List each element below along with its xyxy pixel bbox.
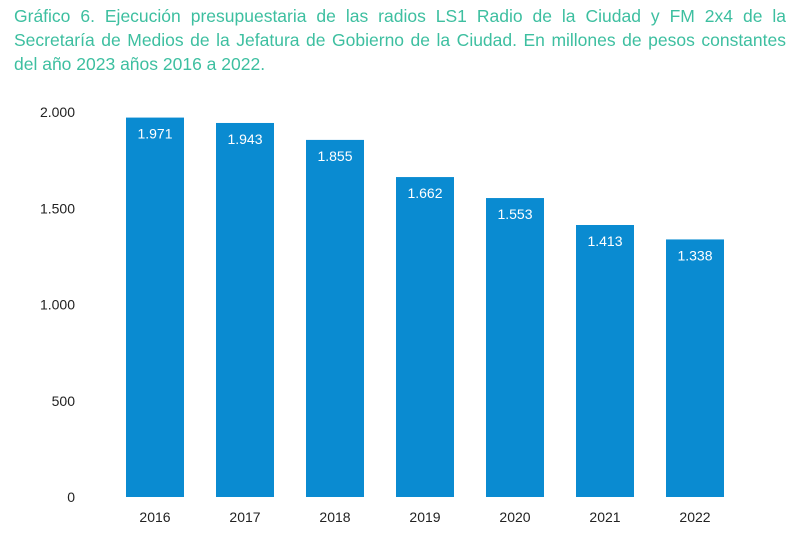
- x-tick-label-2020: 2020: [499, 509, 530, 525]
- data-label-2022: 1.338: [677, 247, 712, 263]
- data-label-2021: 1.413: [587, 233, 622, 249]
- data-label-2018: 1.855: [317, 148, 352, 164]
- y-tick-label: 0: [67, 489, 75, 505]
- y-tick-label: 1.000: [40, 297, 75, 313]
- bar-2019: [396, 177, 454, 497]
- data-label-2020: 1.553: [497, 206, 532, 222]
- data-label-2017: 1.943: [227, 131, 262, 147]
- bar-2022: [666, 239, 724, 497]
- bar-2017: [216, 122, 274, 497]
- x-tick-label-2018: 2018: [319, 509, 350, 525]
- x-axis: 2016 2017 2018 2019 2020 2021 2022: [139, 509, 710, 525]
- bar-2016: [126, 117, 184, 498]
- data-label-2019: 1.662: [407, 185, 442, 201]
- x-tick-label-2021: 2021: [589, 509, 620, 525]
- y-axis: 0 500 1.000 1.500 2.000: [40, 104, 75, 505]
- data-labels: 1.971 1.943 1.855 1.662 1.553 1.413 1.338: [137, 126, 712, 264]
- y-tick-label: 1.500: [40, 200, 75, 216]
- bar-2020: [486, 198, 544, 498]
- bar-2021: [576, 224, 634, 497]
- bar-2018: [306, 139, 364, 497]
- bars: [126, 117, 724, 498]
- x-tick-label-2022: 2022: [679, 509, 710, 525]
- y-tick-label: 2.000: [40, 104, 75, 120]
- data-label-2016: 1.971: [137, 126, 172, 142]
- x-tick-label-2017: 2017: [229, 509, 260, 525]
- y-tick-label: 500: [52, 393, 76, 409]
- x-tick-label-2016: 2016: [139, 509, 170, 525]
- chart-title: Gráfico 6. Ejecución presupuestaria de l…: [14, 6, 786, 74]
- x-tick-label-2019: 2019: [409, 509, 440, 525]
